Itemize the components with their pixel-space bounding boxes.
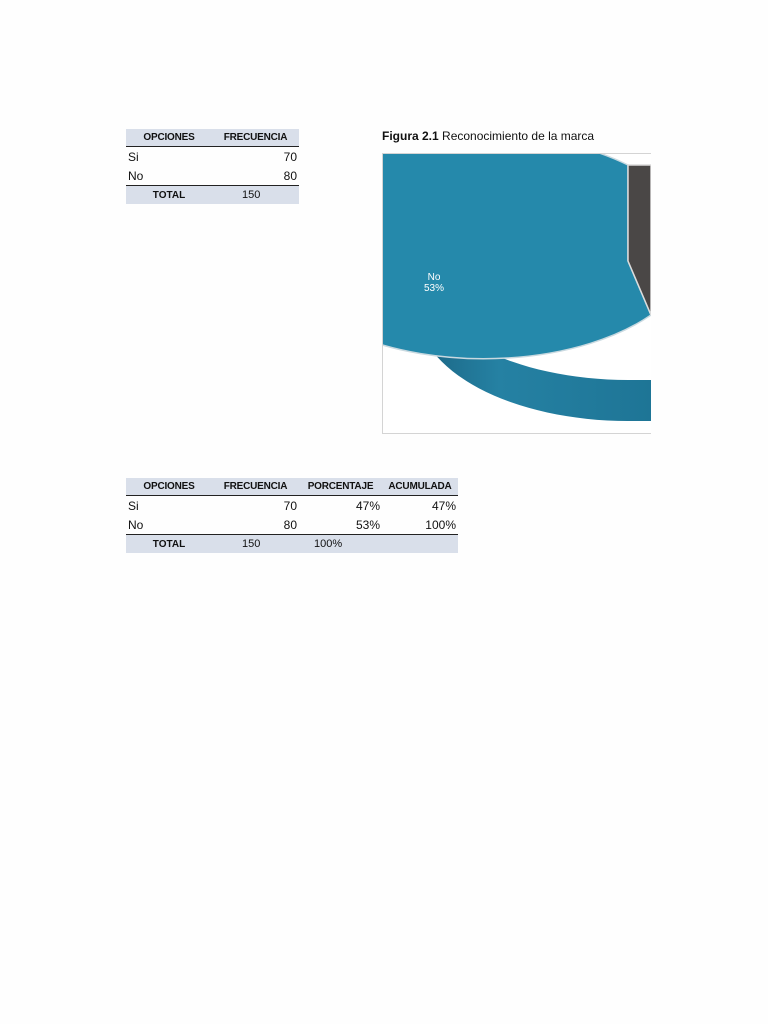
header-porcentaje: PORCENTAJE: [299, 478, 382, 496]
pie-slice-si: [627, 164, 651, 316]
pie-chart: No 53%: [383, 154, 651, 421]
header-acumulada: ACUMULADA: [382, 478, 458, 496]
pie-chart-frame: No 53%: [382, 153, 651, 434]
table-header-row: OPCIONES FRECUENCIA: [126, 129, 299, 147]
total-frequency: 150: [212, 534, 299, 553]
pie-slice-no: [383, 154, 651, 360]
table-row: No 80 53% 100%: [126, 515, 458, 535]
frequency-cell: 80: [283, 517, 297, 532]
table-row: No 80: [126, 166, 299, 186]
percentage-table: OPCIONES FRECUENCIA PORCENTAJE ACUMULADA…: [126, 478, 458, 553]
header-opciones: OPCIONES: [126, 129, 212, 147]
table-row: Si 70: [126, 147, 299, 167]
total-label: TOTAL: [126, 185, 212, 204]
frequency-cell: 70: [283, 498, 297, 513]
header-opciones: OPCIONES: [126, 478, 212, 496]
option-cell: Si: [128, 149, 139, 164]
figure-caption: Figura 2.1 Reconocimiento de la marca: [382, 129, 594, 143]
header-frecuencia: FRECUENCIA: [212, 129, 299, 147]
table-header-row: OPCIONES FRECUENCIA PORCENTAJE ACUMULADA: [126, 478, 458, 496]
total-frequency: 150: [212, 185, 299, 204]
total-row: TOTAL 150: [126, 185, 299, 204]
total-percentage: 100%: [299, 534, 382, 553]
pie-side-no: [417, 270, 651, 421]
frequency-cell: 70: [283, 149, 297, 164]
figure-label: Figura 2.1: [382, 129, 439, 143]
percentage-cell: 47%: [355, 498, 380, 513]
frequency-cell: 80: [283, 168, 297, 183]
option-cell: No: [128, 517, 144, 532]
option-cell: Si: [128, 498, 139, 513]
data-label-value: 53%: [424, 283, 444, 294]
figure-title: Reconocimiento de la marca: [442, 129, 595, 143]
data-label-category: No: [428, 272, 441, 283]
table-row: Si 70 47% 47%: [126, 496, 458, 516]
percentage-cell: 53%: [355, 517, 380, 532]
header-frecuencia: FRECUENCIA: [212, 478, 299, 496]
cumulative-cell: 100%: [425, 517, 456, 532]
total-cumulative: [382, 534, 458, 553]
total-label: TOTAL: [126, 534, 212, 553]
option-cell: No: [128, 168, 144, 183]
frequency-table: OPCIONES FRECUENCIA Si 70 No 80 TOTAL 15…: [126, 129, 299, 204]
total-row: TOTAL 150 100%: [126, 534, 458, 553]
cumulative-cell: 47%: [431, 498, 456, 513]
